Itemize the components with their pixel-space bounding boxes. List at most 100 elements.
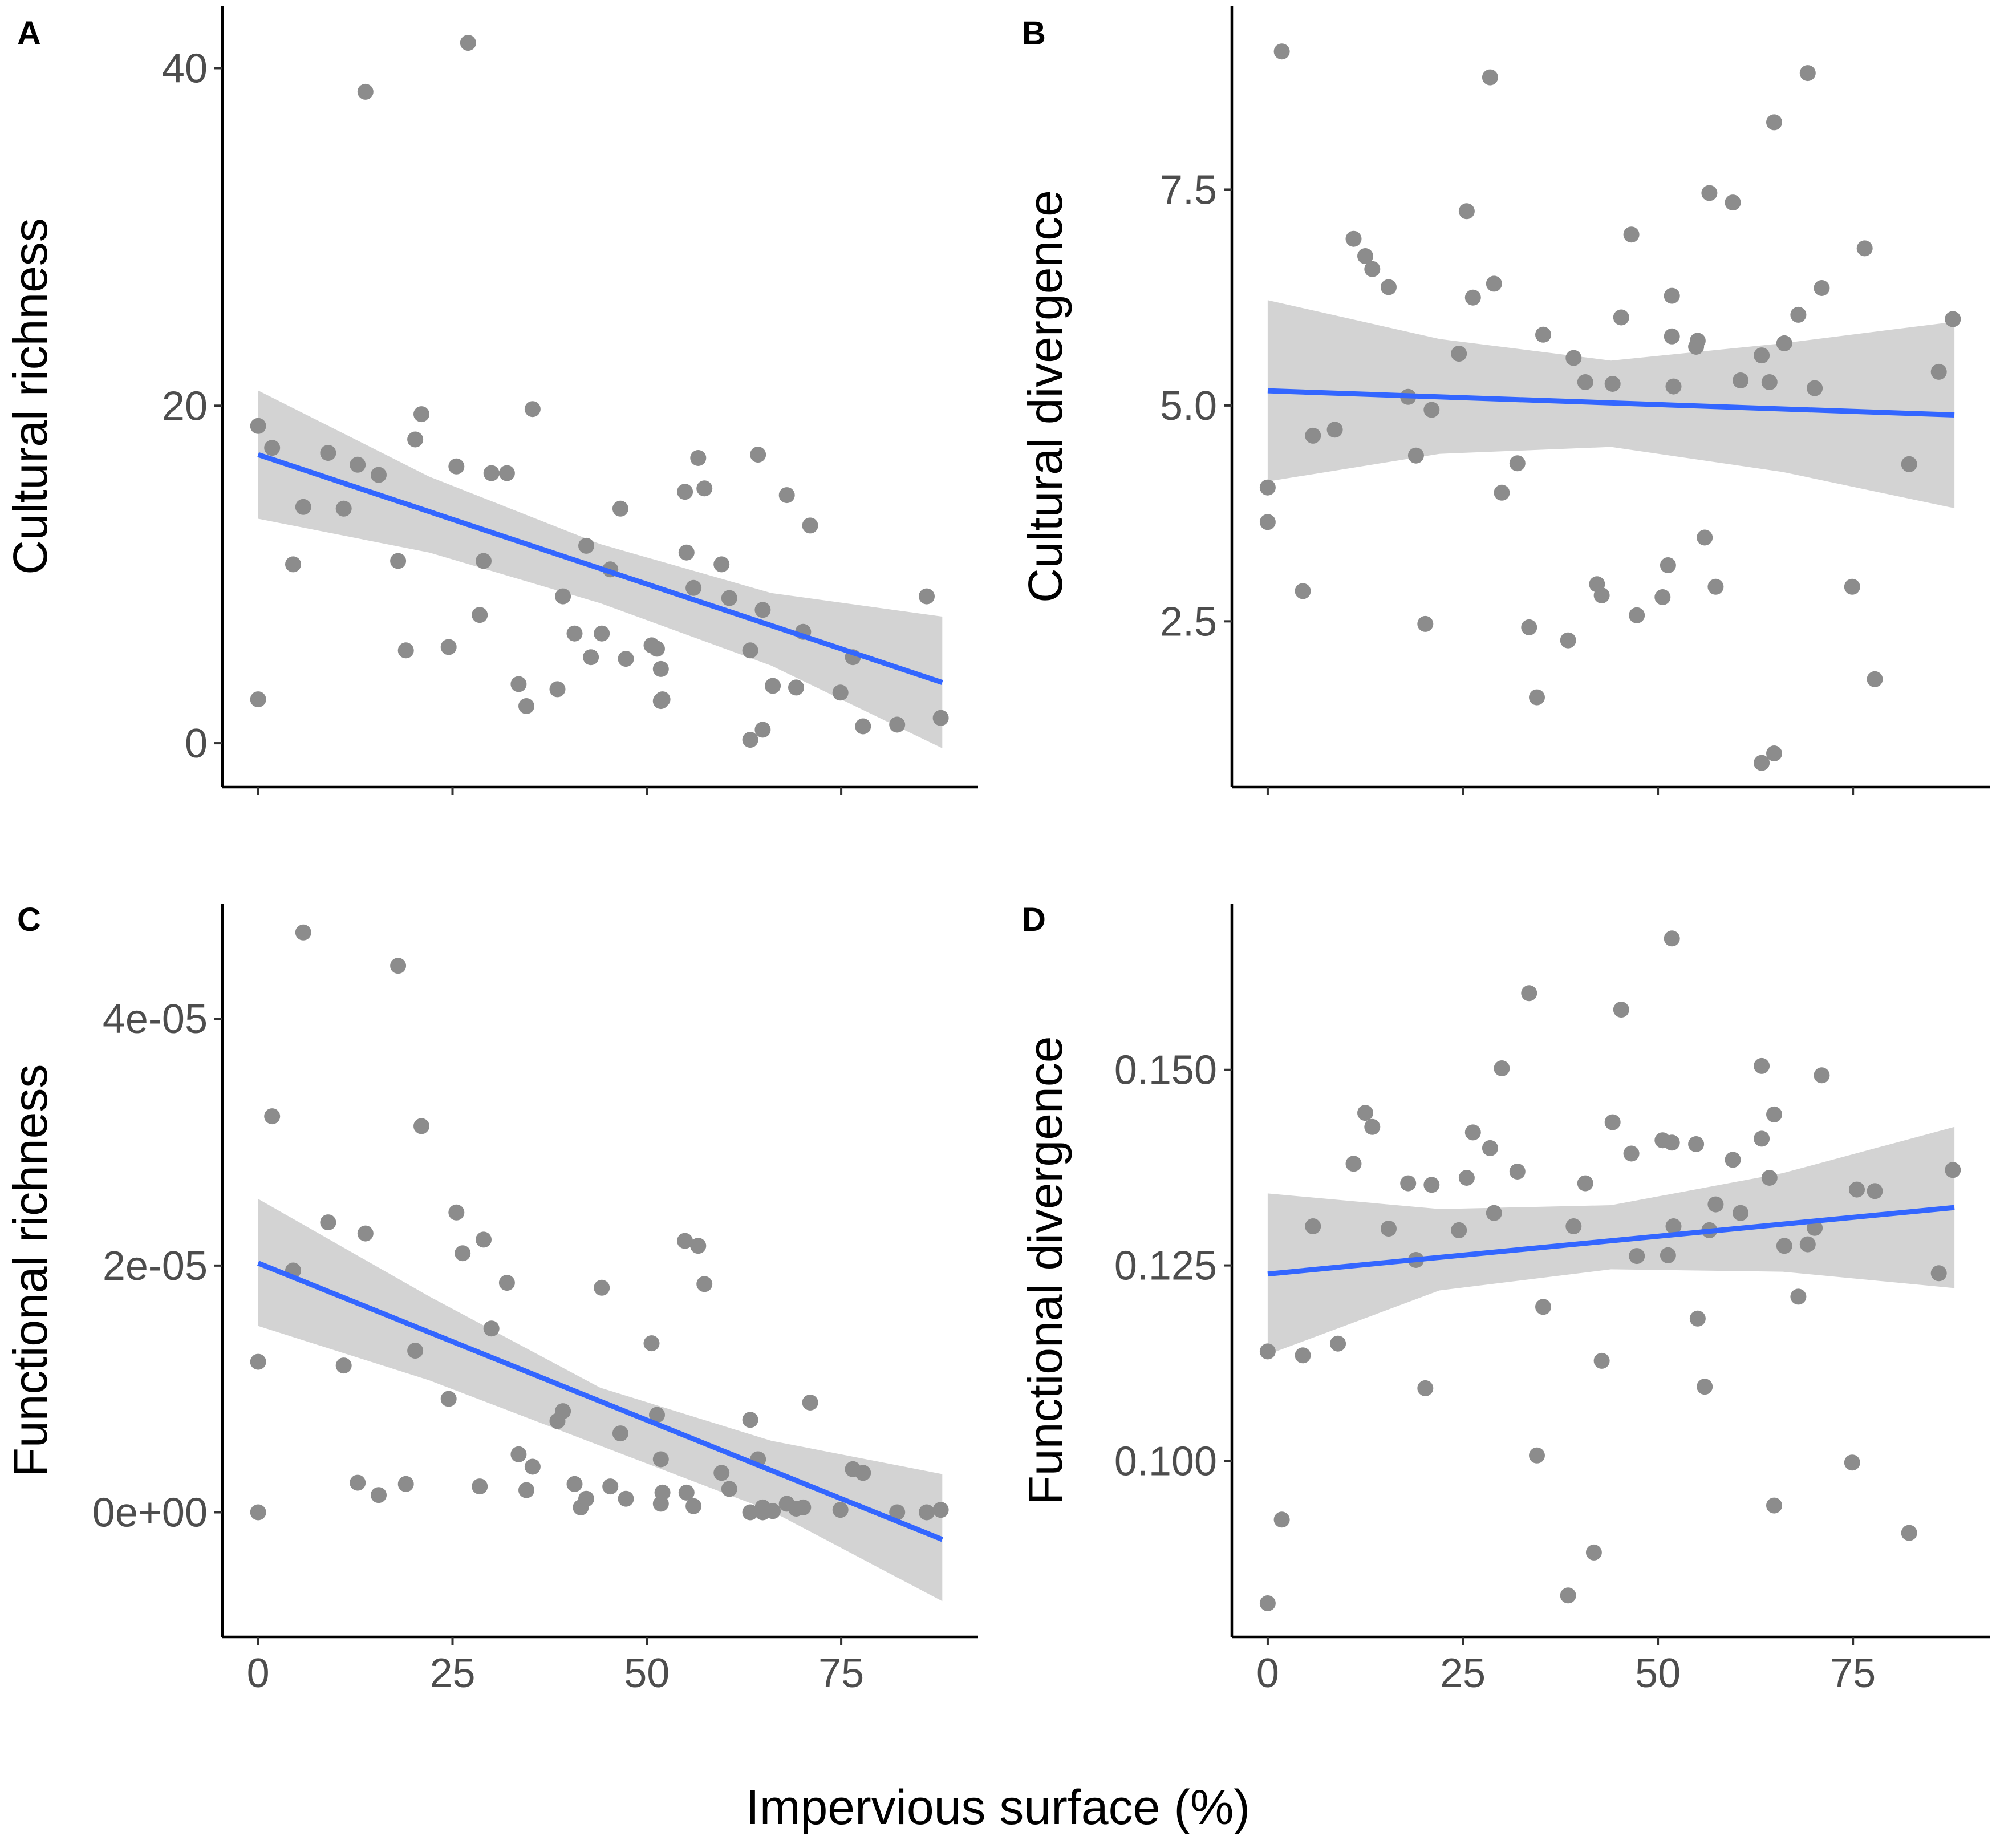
data-point [612,500,628,517]
data-point [1273,43,1290,60]
data-point [778,487,795,504]
data-point [1259,514,1276,530]
data-point [594,1279,610,1296]
regression-line [1267,1205,1955,1277]
data-point [919,1504,935,1521]
data-point [1295,583,1311,599]
regression-line [1267,388,1955,418]
data-point [1766,1497,1782,1514]
data-point [1613,1002,1629,1018]
data-point [713,556,730,573]
data-point [1654,589,1671,605]
data-point [1707,578,1724,595]
data-point [1494,1060,1510,1076]
shared-x-axis-title: Impervious surface (%) [746,1780,1250,1835]
data-point [1604,376,1621,392]
x-tick-label: 75 [818,1651,864,1696]
data-point [1867,1183,1883,1199]
data-point [832,1502,849,1518]
data-point [654,691,671,708]
data-point [1790,306,1807,323]
data-point [440,1391,457,1407]
y-tick-label: 20 [162,383,208,429]
data-point [1345,1156,1362,1172]
data-point [855,1465,871,1481]
x-tick-label: 75 [1830,1651,1876,1696]
regression-line [257,452,943,685]
data-point [795,1499,812,1515]
data-point [1400,1175,1417,1192]
data-point [932,1502,949,1518]
data-point [1482,69,1498,86]
data-point [397,642,414,659]
y-axis-title: Cultural divergence [1019,190,1072,603]
data-point [1799,65,1816,82]
x-tick-label: 25 [1440,1651,1486,1696]
data-point [335,500,352,517]
data-point [1901,456,1917,472]
y-tick-label: 0.125 [1114,1243,1217,1289]
data-point [1423,1177,1440,1193]
data-point [1577,1175,1593,1192]
panel-a: 0 20 40 A Cultural richness [3,6,978,795]
data-point [1856,240,1873,257]
panel-d: 0.100 0.125 0.150 0 25 50 75 D Functional diverg… [1019,901,1990,1696]
data-point [407,431,424,448]
data-point [498,465,515,481]
data-point [754,722,771,738]
data-point [765,678,781,694]
data-point [1494,484,1510,501]
data-point [742,732,758,748]
data-point [618,651,634,667]
data-point [678,1484,695,1501]
data-point [1486,275,1502,292]
data-point [357,83,374,100]
data-point [357,1225,374,1242]
y-tick-label: 40 [162,46,208,91]
data-point [1733,1205,1749,1221]
data-point [1451,1222,1467,1238]
y-axis-title: Functional richness [3,1064,57,1477]
panel-letter: A [17,15,41,52]
data-point [652,1451,669,1468]
data-point [652,660,669,677]
data-point [1776,1238,1792,1254]
data-point [472,1478,488,1495]
data-point [1754,1057,1770,1074]
data-point [1766,1106,1782,1122]
data-point [1766,745,1782,761]
data-point [1689,1310,1706,1327]
data-point [1660,557,1676,573]
data-point [350,1474,366,1491]
data-point [1814,1067,1830,1084]
data-point [295,499,311,515]
data-point [1326,422,1343,438]
data-point [1593,587,1610,603]
data-point [696,1276,713,1292]
data-point [1529,1447,1545,1464]
y-axis-title: Functional divergence [1019,1036,1072,1505]
data-point [677,1233,693,1249]
y-tick-label: 2e-05 [103,1243,208,1289]
y-axis-title: Cultural richness [3,218,57,575]
data-point [1458,1170,1475,1186]
data-point [1623,226,1640,243]
data-point [555,588,571,605]
data-point [1417,1380,1434,1396]
data-point [1844,578,1860,595]
data-point [1529,689,1545,706]
data-point [1697,529,1713,546]
data-point [612,1425,628,1442]
data-point [1259,1595,1276,1611]
panel-letter: D [1022,901,1046,938]
regression-line [257,1261,943,1542]
data-point [1305,1218,1321,1234]
data-point [1451,346,1467,362]
data-point [1486,1205,1502,1221]
data-point [1458,203,1475,220]
data-point [1790,1288,1807,1305]
panel-b: 2.5 5.0 7.5 B Cultural divergence [1019,6,1990,795]
data-point [1560,1587,1576,1604]
data-point [889,716,906,733]
